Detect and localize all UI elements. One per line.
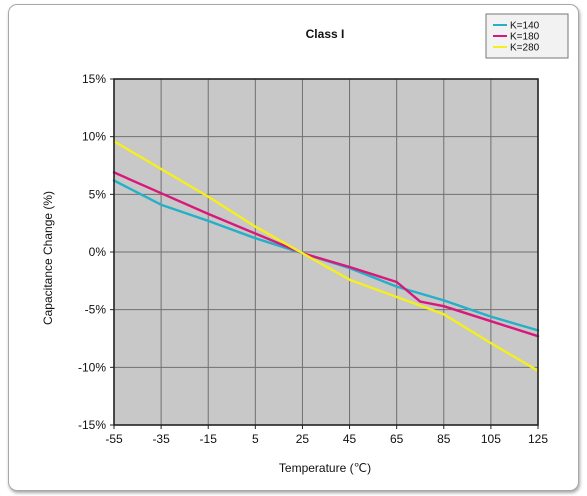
x-tick-label: 5: [252, 432, 259, 446]
plot-area: [112, 78, 540, 426]
y-tick-label: 0%: [89, 245, 107, 259]
y-axis-label: Capacitance Change (%): [41, 191, 55, 325]
legend-label: K=280: [510, 43, 540, 54]
x-tick-label: -55: [105, 432, 123, 446]
series-line-k-180: [112, 171, 540, 338]
x-tick-label: 45: [343, 432, 357, 446]
x-tick-label: 25: [296, 432, 310, 446]
legend-label: K=140: [510, 21, 540, 32]
x-tick-label: -35: [152, 432, 170, 446]
y-tick-label: -15%: [78, 418, 106, 432]
y-tick-label: 10%: [82, 130, 106, 144]
series-line-k-280: [112, 140, 540, 372]
y-tick-label: 5%: [89, 187, 107, 201]
x-tick-label: -15: [200, 432, 218, 446]
x-tick-label: 65: [390, 432, 404, 446]
y-tick-label: 15%: [82, 72, 106, 86]
y-tick-label: -10%: [78, 360, 106, 374]
chart-title: Class I: [306, 27, 345, 41]
x-tick-label: 125: [528, 432, 548, 446]
x-axis-label: Temperature (℃): [279, 461, 371, 475]
x-tick-label: 105: [481, 432, 501, 446]
y-tick-label: -5%: [85, 303, 107, 317]
x-tick-label: 85: [437, 432, 451, 446]
legend-label: K=180: [510, 32, 540, 43]
